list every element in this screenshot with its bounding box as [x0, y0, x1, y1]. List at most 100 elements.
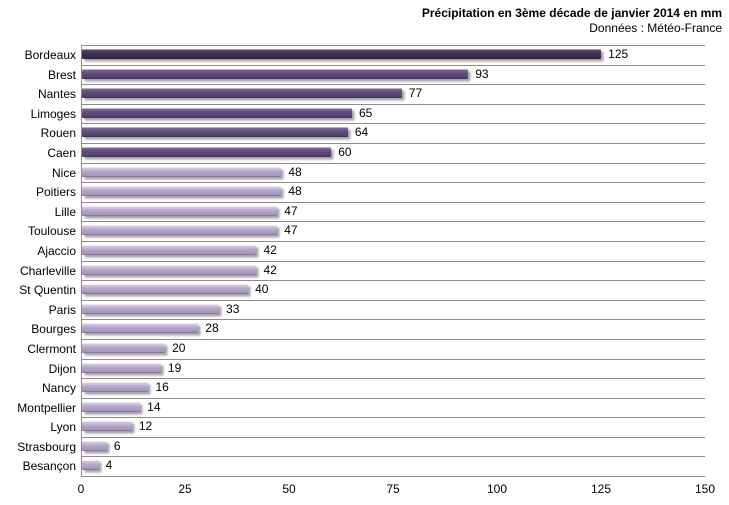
- value-label: 48: [288, 164, 302, 179]
- value-label: 40: [255, 282, 269, 297]
- bar-row-ajaccio: Ajaccio 42: [37, 242, 705, 262]
- chart-title: Précipitation en 3ème décade de janvier …: [421, 6, 722, 20]
- bar-row-nice: Nice 48: [52, 164, 705, 184]
- category-label: Charleville: [19, 263, 76, 278]
- value-label: 93: [475, 66, 489, 81]
- bar-row-rouen: Rouen 64: [41, 124, 705, 144]
- bar-row-besançon: Besançon 4: [23, 457, 705, 478]
- bar-row-dijon: Dijon 19: [49, 360, 705, 380]
- category-label: Clermont: [27, 341, 76, 356]
- value-label: 12: [138, 419, 153, 434]
- value-label: 47: [284, 223, 298, 238]
- bar: [82, 460, 99, 471]
- bar: [82, 127, 348, 138]
- x-axis: 0 25 50 75 100 125 150: [77, 482, 715, 498]
- value-label: 125: [608, 47, 629, 61]
- value-label: 4: [105, 458, 113, 473]
- bar-row-poitiers: Poitiers 48: [36, 183, 705, 203]
- bar: [82, 166, 282, 177]
- x-tick-label: 125: [590, 482, 612, 496]
- bar-row-montpellier: Montpellier 14: [17, 399, 705, 419]
- bar: [82, 107, 352, 118]
- bar: [82, 382, 149, 393]
- bar-row-paris: Paris 33: [49, 301, 705, 321]
- bar-row-bordeaux: Bordeaux 125: [25, 46, 705, 66]
- category-label: Rouen: [40, 126, 76, 141]
- category-label: Toulouse: [27, 224, 76, 239]
- category-label: Bourges: [31, 322, 76, 337]
- value-label: 14: [147, 399, 161, 414]
- value-label: 16: [155, 380, 169, 395]
- bar: [82, 264, 257, 275]
- bar: [82, 68, 469, 79]
- category-label: Strasbourg: [17, 439, 76, 454]
- bar: [82, 146, 332, 157]
- bar: [82, 440, 107, 451]
- plot-area: Bordeaux 125 Brest 93 Nantes 77 Limoges 65 Rouen…: [17, 45, 705, 478]
- value-label: 6: [113, 438, 121, 453]
- bar: [82, 421, 132, 432]
- bar: [82, 205, 278, 216]
- category-label: St Quentin: [19, 283, 76, 298]
- bar: [82, 342, 166, 353]
- bar-row-toulouse: Toulouse 47: [28, 222, 705, 242]
- value-label: 60: [338, 144, 352, 159]
- category-label: Ajaccio: [37, 243, 76, 258]
- value-label: 65: [358, 105, 373, 120]
- category-label: Poitiers: [35, 185, 76, 200]
- value-label: 42: [263, 242, 277, 257]
- value-label: 77: [408, 86, 423, 101]
- x-tick-label: 50: [282, 482, 296, 496]
- x-tick-label: 150: [694, 482, 716, 496]
- bar: [82, 88, 402, 99]
- bar: [82, 186, 282, 197]
- category-label: Bordeaux: [24, 48, 76, 62]
- bar: [82, 284, 249, 295]
- bar: [82, 323, 199, 334]
- bar-row-lille: Lille 47: [55, 203, 705, 223]
- chart-subtitle: Données : Météo-France: [589, 21, 722, 35]
- value-label: 48: [288, 184, 302, 199]
- bar-row-st-quentin: St Quentin 40: [19, 281, 705, 301]
- value-label: 42: [263, 262, 277, 277]
- bar: [82, 303, 220, 314]
- value-label: 64: [354, 125, 369, 140]
- category-label: Nancy: [41, 381, 76, 396]
- bar: [82, 244, 257, 255]
- value-label: 19: [167, 360, 182, 375]
- category-label: Nice: [51, 165, 76, 180]
- category-label: Lille: [54, 204, 76, 219]
- bar-row-limoges: Limoges 65: [31, 105, 705, 125]
- bar-row-nancy: Nancy 16: [42, 379, 705, 399]
- bar: [82, 362, 161, 373]
- bar-row-nantes: Nantes 77: [38, 85, 705, 105]
- x-tick-label: 100: [486, 482, 508, 496]
- category-label: Montpellier: [17, 400, 76, 415]
- category-label: Dijon: [48, 361, 76, 376]
- category-label: Paris: [48, 302, 76, 317]
- bar-row-brest: Brest 93: [48, 66, 705, 86]
- x-tick-label: 25: [178, 482, 192, 496]
- bar: [82, 225, 278, 236]
- x-tick-label: 75: [386, 482, 400, 496]
- category-label: Nantes: [37, 87, 76, 102]
- bar-row-lyon: Lyon 12: [50, 418, 705, 438]
- bar-row-strasbourg: Strasbourg 6: [17, 438, 705, 458]
- bar-row-charleville: Charleville 42: [20, 262, 705, 282]
- bar-row-clermont: Clermont 20: [27, 340, 705, 360]
- chart-header: Précipitation en 3ème décade de janvier …: [422, 6, 722, 36]
- value-label: 20: [172, 340, 186, 355]
- value-label: 28: [205, 321, 219, 336]
- bar-row-bourges: Bourges 28: [31, 320, 705, 340]
- bar-row-caen: Caen 60: [47, 144, 705, 164]
- x-tick-label: 0: [77, 482, 85, 496]
- category-label: Limoges: [30, 106, 76, 121]
- bar: [82, 401, 141, 412]
- value-label: 33: [226, 301, 240, 316]
- value-label: 47: [284, 203, 298, 218]
- category-label: Lyon: [50, 420, 76, 435]
- category-label: Besançon: [22, 459, 76, 474]
- category-label: Caen: [47, 145, 76, 160]
- category-label: Brest: [47, 67, 76, 82]
